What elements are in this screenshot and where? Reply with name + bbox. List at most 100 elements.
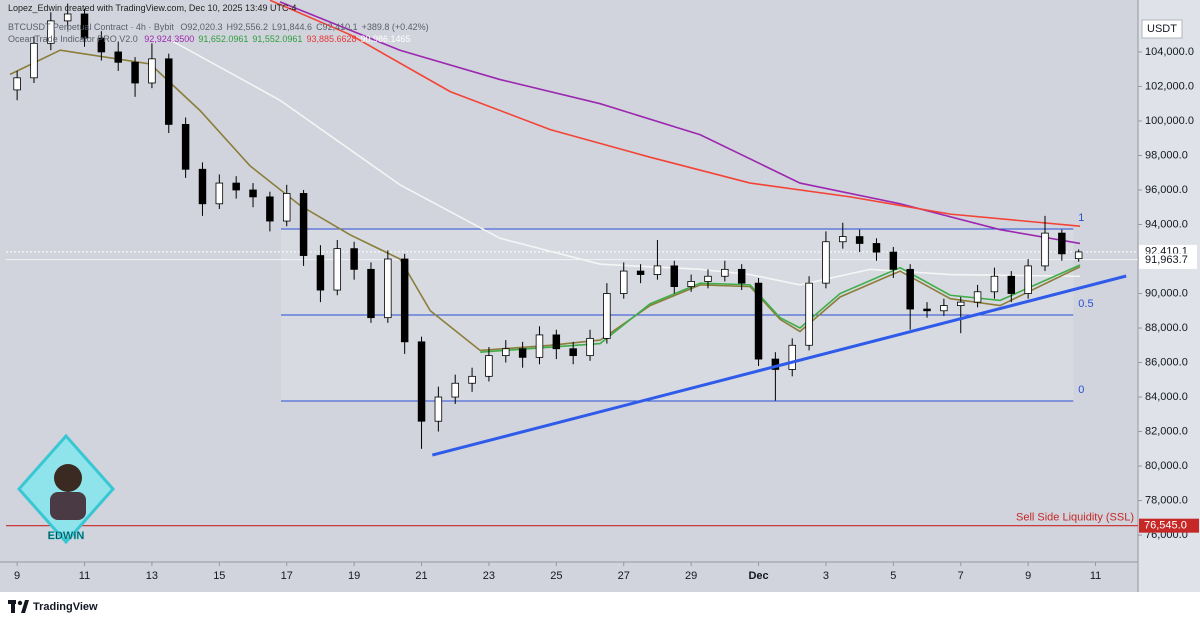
- ssl-tag-box: [1139, 518, 1199, 533]
- x-tick-label: 3: [823, 570, 829, 582]
- candle-body: [400, 258, 409, 343]
- candle-body: [434, 396, 443, 422]
- x-tick-label: 15: [213, 570, 225, 582]
- legend-ohlc-value: H92,556.2: [226, 22, 269, 32]
- y-tick-label: 94,000.0: [1145, 218, 1188, 230]
- candle-body: [63, 13, 72, 22]
- legend-ohlc-value: +389.8 (+0.42%): [361, 22, 429, 32]
- y-tick-label: 78,000.0: [1145, 494, 1188, 506]
- candle-body: [198, 168, 207, 205]
- candle-body: [451, 382, 459, 398]
- chart-background: [0, 0, 1200, 592]
- legend-line: OceanTrade Indicator PRO V2.0 92,924.350…: [8, 34, 419, 44]
- legend-ohlc-value: O92,020.3: [180, 22, 223, 32]
- candle-body: [889, 251, 898, 270]
- candle-body: [47, 20, 55, 44]
- logo-body: [50, 492, 86, 520]
- footer-logo: TradingView: [8, 600, 98, 613]
- candle-body: [148, 58, 156, 84]
- legend-indicator-values: 92,924.3500 91,652.0961 91,552.0961 93,885.…: [144, 34, 414, 44]
- ssl-text: Sell Side Liquidity (SSL): [1016, 512, 1134, 524]
- logo-face: [54, 464, 82, 492]
- axes: 76,000.078,000.080,000.082,000.084,000.0…: [14, 46, 1199, 582]
- indicator-line: [480, 264, 1081, 353]
- candle-body: [603, 293, 611, 339]
- ssl-tag: 76,545.0: [1144, 520, 1187, 532]
- price-axis-background: [1138, 0, 1200, 592]
- candle-body: [13, 77, 21, 91]
- legend-ohlc-value: C92,410.1: [316, 22, 358, 32]
- candle-body: [586, 337, 594, 357]
- candle-body: [822, 241, 830, 284]
- candle-body: [1058, 232, 1066, 255]
- footer-icon: [8, 600, 16, 604]
- footer-icon: [11, 604, 15, 613]
- x-tick-label: 7: [958, 570, 964, 582]
- x-tick-label: 25: [550, 570, 562, 582]
- x-tick-label: 9: [1025, 570, 1031, 582]
- candle-body: [165, 58, 173, 125]
- y-tick-label: 84,000.0: [1145, 391, 1188, 403]
- indicator-line: [279, 1, 1081, 245]
- candle-body: [266, 196, 274, 222]
- candle-body: [1041, 232, 1049, 267]
- x-tick-label: 29: [685, 570, 697, 582]
- candle-body: [181, 124, 190, 170]
- candle-body: [80, 13, 89, 39]
- candle-body: [855, 236, 864, 244]
- candle-body: [653, 265, 662, 275]
- legend-indicator-value: 92,924.3500: [144, 34, 195, 44]
- legend-indicator-value: 91,652.0961: [198, 34, 249, 44]
- y-tick-label: 102,000.0: [1145, 80, 1194, 92]
- logo-text: EDWIN: [48, 530, 85, 542]
- candle-body: [316, 255, 325, 291]
- footer-background: [0, 592, 1200, 626]
- fib-label: 1: [1078, 212, 1084, 224]
- candle-body: [367, 268, 375, 319]
- candle-body: [569, 348, 577, 357]
- candle-body: [468, 375, 476, 384]
- fib-label: 0: [1078, 384, 1084, 396]
- candle-body: [384, 258, 392, 319]
- x-tick-label: 19: [348, 570, 360, 582]
- candle-body: [990, 275, 999, 293]
- price-tag: 91,963.7: [1145, 254, 1188, 266]
- candle-body: [687, 281, 695, 288]
- x-tick-label: 21: [415, 570, 427, 582]
- legend-indicator-value: 91,552.0961: [252, 34, 303, 44]
- price-tag: 92,410.1: [1145, 245, 1188, 257]
- candle-body: [299, 193, 308, 256]
- candle-body: [333, 248, 342, 291]
- candle-body: [872, 243, 881, 253]
- y-tick-label: 104,000.0: [1145, 46, 1194, 58]
- legend-line: BTCUSDT Perpetual Contract · 4h · Bybit …: [8, 22, 437, 32]
- y-tick-label: 96,000.0: [1145, 184, 1188, 196]
- legend-indicator-value: 93,885.6628: [306, 34, 357, 44]
- candle-body: [552, 334, 561, 350]
- x-tick-label: 27: [618, 570, 630, 582]
- candle-body: [97, 37, 106, 53]
- y-tick-label: 100,000.0: [1145, 115, 1194, 127]
- legend-indicator: OceanTrade Indicator PRO V2.0: [8, 34, 138, 44]
- candle-body: [619, 270, 628, 294]
- candle-body: [350, 248, 358, 270]
- candle-body: [737, 268, 746, 284]
- plot-area: 1 0.5 0 Sell Side Liquidity (SSL): [6, 0, 1138, 527]
- x-tick-label: 13: [146, 570, 158, 582]
- candle-body: [805, 282, 813, 346]
- candle-body: [923, 308, 931, 312]
- x-tick-label: Dec: [748, 570, 768, 582]
- indicator-line: [9, 49, 1081, 352]
- candle-body: [232, 182, 240, 191]
- candle-body: [704, 275, 712, 282]
- x-tick-label: 11: [1090, 570, 1101, 582]
- candle-body: [249, 189, 257, 198]
- footer-icon: [17, 600, 23, 606]
- candle-body: [518, 348, 527, 358]
- candle-body: [636, 270, 645, 275]
- candle-body: [670, 265, 679, 288]
- y-tick-label: 80,000.0: [1145, 460, 1188, 472]
- candle-body: [754, 282, 763, 360]
- candle-body: [114, 51, 122, 63]
